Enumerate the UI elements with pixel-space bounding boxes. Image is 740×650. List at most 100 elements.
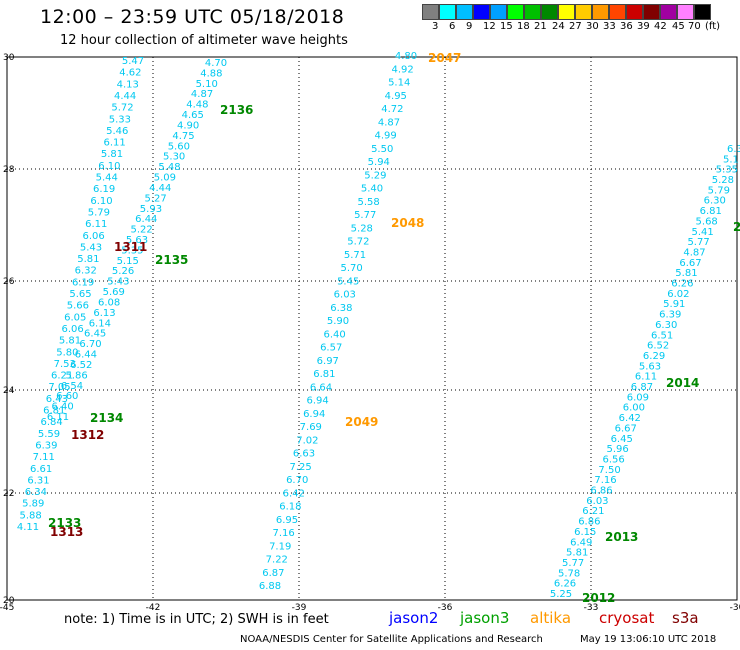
legend-swatch [677, 4, 694, 20]
wave-height-value: 6.67 [615, 423, 637, 434]
wave-height-value: 5.15 [117, 256, 139, 267]
wave-height-value: 6.29 [643, 351, 665, 362]
wave-height-value: 6.81 [700, 206, 722, 217]
legend-swatch [439, 4, 456, 20]
wave-height-value: 5.41 [691, 227, 713, 238]
wave-height-value: 6.39 [35, 440, 57, 451]
legend-label: 30 [586, 21, 599, 32]
wave-height-value: 7.16 [594, 475, 616, 486]
wave-height-value: 6.14 [89, 318, 111, 329]
wave-height-value: 5.10 [196, 79, 218, 90]
wave-height-value: 6.81 [313, 369, 335, 380]
satellite-name: altika [530, 609, 572, 627]
wave-height-value: 5.77 [354, 210, 376, 221]
wave-height-value: 6.94 [303, 409, 325, 420]
wave-height-value: 5.50 [371, 144, 393, 155]
wave-height-value: 5.79 [88, 207, 110, 218]
wave-height-value: 6.95 [276, 515, 298, 526]
wave-height-value: 4.48 [186, 100, 208, 111]
wave-height-value: 4.87 [378, 117, 400, 128]
y-tick-label: 24 [3, 386, 15, 396]
legend-swatch [660, 4, 677, 20]
legend-swatch [473, 4, 490, 20]
wave-height-value: 6.56 [602, 454, 624, 465]
pass-number-label: 2014 [666, 376, 699, 390]
legend-label: 18 [517, 21, 530, 32]
wave-height-value: 6.11 [635, 372, 657, 383]
wave-height-value: 4.99 [374, 131, 396, 142]
wave-height-value: 6.70 [286, 475, 308, 486]
wave-height-value: 5.1 [723, 154, 739, 165]
wave-height-value: 4.13 [117, 79, 139, 90]
wave-height-value: 6.30 [655, 320, 677, 331]
y-tick-label: 20 [3, 596, 15, 606]
wave-height-value: 6.11 [103, 138, 125, 149]
pass-number-label: 1312 [71, 428, 104, 442]
legend-swatch [541, 4, 558, 20]
wave-height-value: 5.33 [109, 114, 131, 125]
wave-height-value: 4.95 [385, 91, 407, 102]
wave-height-value: 5.28 [351, 223, 373, 234]
wave-height-value: 6.49 [570, 537, 592, 548]
wave-height-value: 7.02 [296, 435, 318, 446]
wave-height-value: 5.22 [131, 225, 153, 236]
legend-label: 21 [534, 21, 547, 32]
pass-number-label: 2047 [428, 51, 461, 65]
wave-height-value: 4.92 [391, 64, 413, 75]
wave-height-value: 6.67 [679, 258, 701, 269]
wave-height-value: 5.58 [357, 197, 379, 208]
satellite-name: jason2 [389, 609, 439, 627]
wave-height-value: 5.26 [112, 266, 134, 277]
wave-height-value: 6.18 [279, 502, 301, 513]
wave-height-value: 6.44 [75, 350, 97, 361]
y-tick-label: 26 [3, 277, 15, 287]
wave-height-value: 6.94 [306, 396, 328, 407]
wave-height-value: 4.75 [172, 131, 194, 142]
wave-height-value: 5.90 [327, 316, 349, 327]
wave-height-value: 6.52 [647, 341, 669, 352]
wave-height-value: 6.05 [64, 312, 86, 323]
pass-number-label: 2135 [155, 253, 188, 267]
wave-height-value: 6.44 [135, 214, 157, 225]
legend-label: 70 [688, 21, 701, 32]
legend-label: 9 [466, 21, 473, 32]
wave-height-value: 6.11 [47, 412, 69, 423]
wave-height-value: 5.81 [566, 548, 588, 559]
satellite-name: s3a [672, 609, 699, 627]
wave-height-value: 6.30 [704, 196, 726, 207]
wave-height-value: 5.70 [340, 263, 362, 274]
wave-height-value: 4.80 [395, 51, 417, 62]
wave-height-value: 6.60 [56, 391, 78, 402]
pass-number-label: 1311 [114, 240, 147, 254]
wave-height-value: 4.72 [381, 104, 403, 115]
wave-height-value: 7.16 [272, 528, 294, 539]
wave-height-value: 5.78 [558, 568, 580, 579]
wave-height-value: 5.63 [126, 235, 148, 246]
wave-height-value: 5.68 [696, 216, 718, 227]
wave-height-value: 4.70 [205, 58, 227, 69]
wave-height-value: 6.38 [330, 303, 352, 314]
wave-height-value: 5.80 [56, 347, 78, 358]
wave-height-value: 6.32 [75, 266, 97, 277]
pass-number-label: 2134 [90, 411, 123, 425]
wave-height-value: 4.87 [191, 89, 213, 100]
wave-height-value: 4.44 [114, 91, 136, 102]
wave-height-value: 4.90 [177, 120, 199, 131]
wave-height-value: 7.50 [598, 465, 620, 476]
wave-height-value: 6.21 [51, 371, 73, 382]
legend-label: 24 [552, 21, 565, 32]
wave-height-value: 6.84 [40, 417, 62, 428]
legend-label: 42 [654, 21, 667, 32]
x-tick-label: -30 [730, 603, 740, 613]
legend-swatch [626, 4, 643, 20]
wave-height-value: 4.87 [683, 247, 705, 258]
wave-height-value: 5.43 [107, 277, 129, 288]
wave-height-value: 5.81 [675, 268, 697, 279]
wave-height-value: 6.52 [70, 360, 92, 371]
map-subtitle: 12 hour collection of altimeter wave hei… [60, 33, 348, 48]
wave-height-value: 6.34 [25, 487, 47, 498]
wave-height-value: 5.94 [368, 157, 390, 168]
pass-number-label: 2136 [220, 103, 253, 117]
wave-height-value: 5.44 [96, 173, 118, 184]
